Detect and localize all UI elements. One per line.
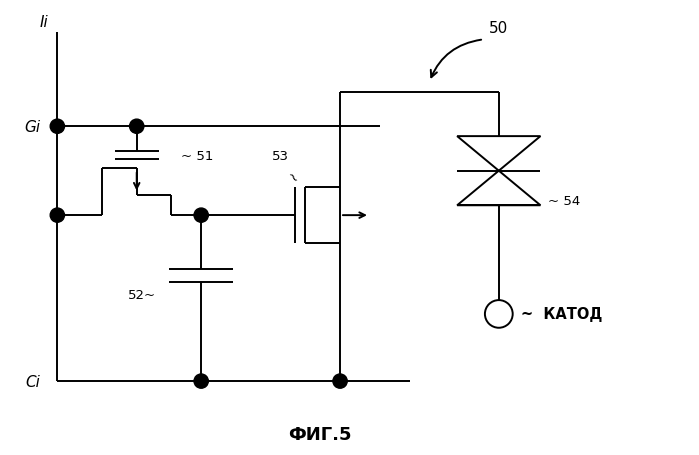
Text: Ci: Ci	[26, 374, 41, 389]
Text: ~  КАТОД: ~ КАТОД	[521, 307, 602, 322]
Text: 50: 50	[489, 21, 508, 36]
Circle shape	[194, 208, 208, 223]
Text: ФИГ.5: ФИГ.5	[289, 425, 352, 444]
Circle shape	[333, 374, 347, 389]
Text: ~ 51: ~ 51	[181, 150, 214, 163]
Text: Ii: Ii	[40, 15, 49, 30]
Circle shape	[194, 374, 208, 389]
Circle shape	[50, 208, 64, 223]
Text: 53: 53	[271, 150, 289, 163]
Text: ~: ~	[282, 169, 301, 187]
Text: ~ 54: ~ 54	[549, 194, 581, 207]
Circle shape	[129, 120, 144, 134]
Text: 52~: 52~	[129, 288, 157, 301]
Text: Gi: Gi	[24, 120, 41, 134]
Circle shape	[50, 120, 64, 134]
